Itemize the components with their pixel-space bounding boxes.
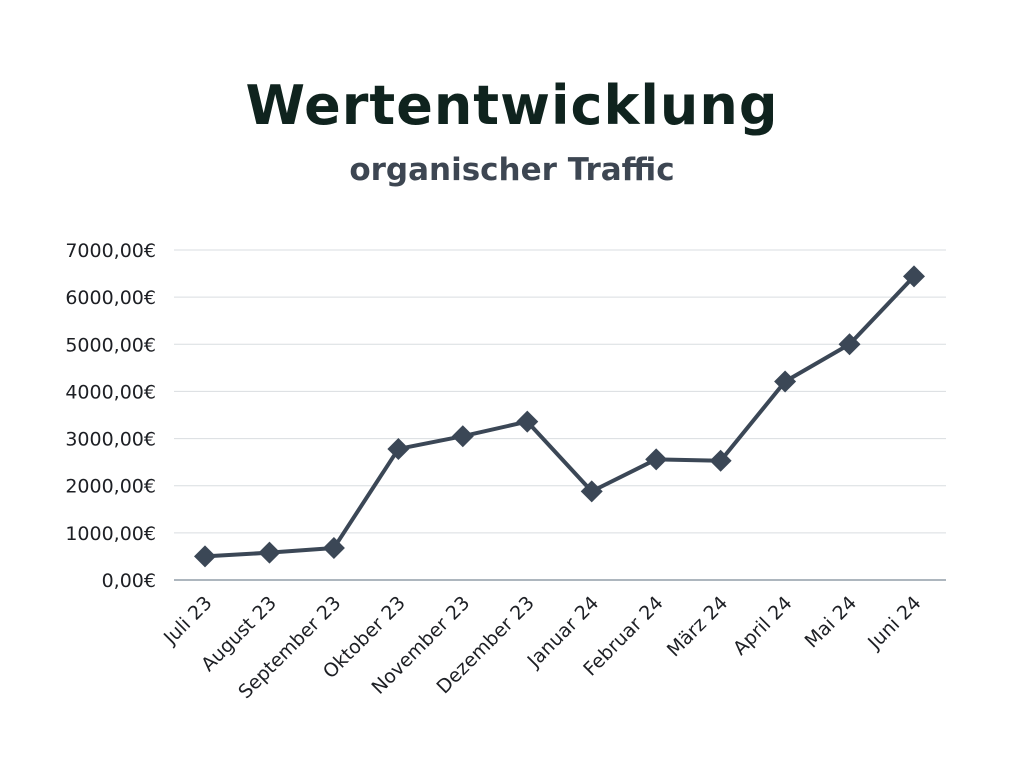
data-point-marker	[451, 425, 474, 448]
y-tick-label: 5000,00€	[65, 334, 156, 356]
data-point-marker	[709, 449, 732, 472]
chart-title: Wertentwicklung	[245, 74, 779, 137]
data-point-marker	[387, 437, 410, 460]
y-tick-label: 1000,00€	[65, 523, 156, 545]
series	[194, 265, 925, 568]
x-tick-label: März 24	[663, 592, 732, 661]
data-point-marker	[838, 333, 861, 356]
data-point-marker	[194, 545, 216, 568]
x-tick-label: Juni 24	[863, 592, 925, 654]
chart-subtitle: organischer Traffic	[349, 152, 675, 188]
data-point-marker	[516, 410, 539, 433]
y-tick-label: 6000,00€	[65, 287, 156, 309]
gridlines	[174, 249, 946, 581]
x-tick-label: Juli 23	[159, 592, 217, 650]
y-axis: 0,00€ 1000,00€ 2000,00€ 3000,00€ 4000,00€ 500…	[65, 240, 156, 592]
data-point-marker	[645, 448, 668, 471]
data-point-marker	[322, 536, 345, 559]
y-tick-label: 2000,00€	[65, 476, 156, 498]
y-tick-label: 0,00€	[102, 570, 156, 592]
series-line	[203, 274, 916, 559]
data-point-marker	[580, 480, 603, 503]
y-tick-label: 4000,00€	[65, 381, 156, 403]
data-point-marker	[903, 265, 925, 288]
x-tick-label: Mai 24	[801, 592, 861, 652]
x-tick-label: April 24	[729, 592, 797, 660]
data-point-marker	[774, 370, 797, 393]
data-point-marker	[258, 541, 281, 564]
y-tick-label: 3000,00€	[65, 429, 156, 451]
y-tick-label: 7000,00€	[65, 240, 156, 262]
